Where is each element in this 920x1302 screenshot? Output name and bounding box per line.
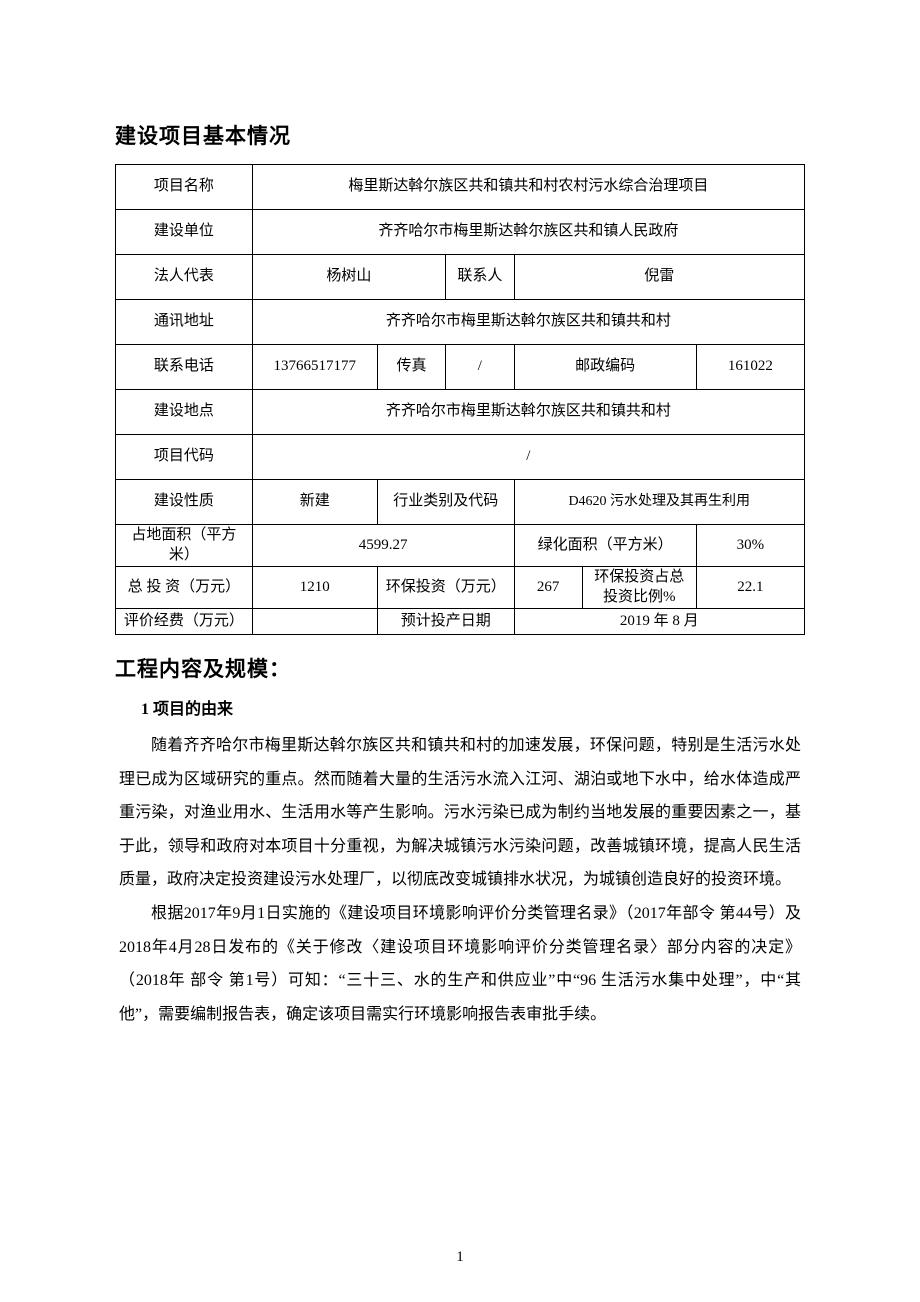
row-legal: 法人代表 杨树山 联系人 倪雷 (116, 255, 805, 300)
value-zip: 161022 (696, 345, 804, 390)
label-project-name: 项目名称 (116, 165, 253, 210)
value-land: 4599.27 (252, 525, 514, 567)
value-fee (252, 609, 377, 635)
label-site: 建设地点 (116, 390, 253, 435)
value-nature: 新建 (252, 480, 377, 525)
row-land: 占地面积（平方米） 4599.27 绿化面积（平方米） 30% (116, 525, 805, 567)
value-green: 30% (696, 525, 804, 567)
row-address: 通讯地址 齐齐哈尔市梅里斯达斡尔族区共和镇共和村 (116, 300, 805, 345)
label-code: 项目代码 (116, 435, 253, 480)
row-owner: 建设单位 齐齐哈尔市梅里斯达斡尔族区共和镇人民政府 (116, 210, 805, 255)
value-date: 2019 年 8 月 (514, 609, 804, 635)
label-zip: 邮政编码 (514, 345, 696, 390)
value-code: / (252, 435, 804, 480)
label-env-invest: 环保投资（万元） (377, 567, 514, 609)
document-page: 建设项目基本情况 项目名称 梅里斯达斡尔族区共和镇共和村农村污水综合治理项目 建… (0, 0, 920, 1302)
paragraph-title: 1 项目的由来 (115, 695, 805, 719)
label-legal: 法人代表 (116, 255, 253, 300)
value-tel: 13766517177 (252, 345, 377, 390)
row-invest: 总 投 资（万元） 1210 环保投资（万元） 267 环保投资占总投资比例% … (116, 567, 805, 609)
project-info-table: 项目名称 梅里斯达斡尔族区共和镇共和村农村污水综合治理项目 建设单位 齐齐哈尔市… (115, 164, 805, 635)
label-date: 预计投产日期 (377, 609, 514, 635)
value-address: 齐齐哈尔市梅里斯达斡尔族区共和镇共和村 (252, 300, 804, 345)
label-land: 占地面积（平方米） (116, 525, 253, 567)
section-title: 工程内容及规模： (115, 653, 805, 683)
page-title: 建设项目基本情况 (115, 120, 805, 150)
value-site: 齐齐哈尔市梅里斯达斡尔族区共和镇共和村 (252, 390, 804, 435)
value-owner: 齐齐哈尔市梅里斯达斡尔族区共和镇人民政府 (252, 210, 804, 255)
row-fee: 评价经费（万元） 预计投产日期 2019 年 8 月 (116, 609, 805, 635)
row-code: 项目代码 / (116, 435, 805, 480)
label-nature: 建设性质 (116, 480, 253, 525)
label-green: 绿化面积（平方米） (514, 525, 696, 567)
value-fax: / (446, 345, 514, 390)
label-invest: 总 投 资（万元） (116, 567, 253, 609)
body-paragraph-1: 随着齐齐哈尔市梅里斯达斡尔族区共和镇共和村的加速发展，环保问题，特别是生活污水处… (115, 729, 805, 897)
value-project-name: 梅里斯达斡尔族区共和镇共和村农村污水综合治理项目 (252, 165, 804, 210)
value-ratio: 22.1 (696, 567, 804, 609)
row-site: 建设地点 齐齐哈尔市梅里斯达斡尔族区共和镇共和村 (116, 390, 805, 435)
label-address: 通讯地址 (116, 300, 253, 345)
value-env-invest: 267 (514, 567, 582, 609)
label-fax: 传真 (377, 345, 445, 390)
label-industry: 行业类别及代码 (377, 480, 514, 525)
value-invest: 1210 (252, 567, 377, 609)
row-nature: 建设性质 新建 行业类别及代码 D4620 污水处理及其再生利用 (116, 480, 805, 525)
row-project-name: 项目名称 梅里斯达斡尔族区共和镇共和村农村污水综合治理项目 (116, 165, 805, 210)
row-tel: 联系电话 13766517177 传真 / 邮政编码 161022 (116, 345, 805, 390)
label-tel: 联系电话 (116, 345, 253, 390)
label-contact: 联系人 (446, 255, 514, 300)
value-industry: D4620 污水处理及其再生利用 (514, 480, 804, 525)
body-paragraph-2: 根据2017年9月1日实施的《建设项目环境影响评价分类管理名录》（2017年部令… (115, 897, 805, 1031)
label-ratio: 环保投资占总投资比例% (582, 567, 696, 609)
label-owner: 建设单位 (116, 210, 253, 255)
value-contact: 倪雷 (514, 255, 804, 300)
value-legal: 杨树山 (252, 255, 446, 300)
page-number: 1 (0, 1249, 920, 1266)
label-fee: 评价经费（万元） (116, 609, 253, 635)
